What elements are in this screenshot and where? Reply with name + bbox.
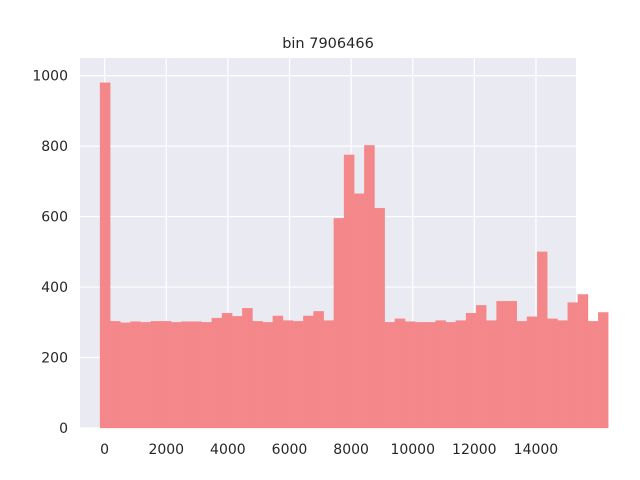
histogram-bar <box>272 315 284 429</box>
histogram-bar <box>99 82 111 429</box>
histogram-bar <box>445 322 457 429</box>
histogram-bar <box>486 320 497 429</box>
x-tick-label: 2000 <box>148 442 184 458</box>
y-tick-label: 800 <box>41 139 68 155</box>
histogram-bar <box>323 320 335 429</box>
histogram-bar <box>415 322 426 429</box>
histogram-bar <box>374 207 385 429</box>
histogram-bar <box>252 321 263 429</box>
histogram-bar <box>282 320 294 429</box>
histogram-bar <box>557 320 568 429</box>
y-tick-label: 400 <box>41 280 68 296</box>
chart-title: bin 7906466 <box>282 36 374 52</box>
histogram-bar <box>160 321 172 429</box>
histogram-bar <box>526 316 538 429</box>
y-tick-label: 600 <box>41 210 68 226</box>
histogram-bar <box>242 308 253 429</box>
histogram-bar <box>303 315 314 429</box>
histogram-bars <box>99 82 609 429</box>
histogram-bar <box>343 154 355 429</box>
histogram-bar <box>537 251 548 429</box>
histogram-bar <box>598 312 609 429</box>
histogram-bar <box>516 321 528 429</box>
x-tick-label: 6000 <box>272 442 308 458</box>
histogram-bar <box>120 322 131 429</box>
histogram-bar <box>587 321 599 429</box>
x-tick-label: 4000 <box>210 442 246 458</box>
x-tick-label: 10000 <box>390 442 435 458</box>
histogram-bar <box>496 300 507 429</box>
histogram-bar <box>425 322 436 429</box>
histogram-bar <box>221 312 233 429</box>
y-axis-ticks: 0 200 400 600 800 1000 <box>32 69 68 437</box>
y-tick-label: 200 <box>41 351 68 367</box>
histogram-bar <box>110 321 121 429</box>
histogram-bar <box>293 321 304 429</box>
histogram-bar <box>364 145 375 429</box>
histogram-bar <box>140 322 152 429</box>
histogram-bar <box>465 312 477 429</box>
histogram-bar <box>262 322 274 429</box>
histogram-bar <box>191 321 202 429</box>
histogram-bar <box>333 218 345 429</box>
y-tick-label: 0 <box>59 421 68 437</box>
histogram-bar <box>232 316 243 429</box>
histogram-bar <box>384 322 396 429</box>
histogram-bar <box>435 320 446 429</box>
histogram-bar <box>506 300 517 429</box>
x-tick-label: 0 <box>100 442 109 458</box>
x-tick-label: 12000 <box>452 442 497 458</box>
histogram-bar <box>455 320 467 429</box>
histogram-bar <box>476 305 487 429</box>
histogram-bar <box>150 321 162 429</box>
histogram-bar <box>181 321 192 429</box>
histogram-bar <box>354 193 365 429</box>
x-tick-label: 14000 <box>514 442 559 458</box>
histogram-bar <box>394 318 406 429</box>
histogram-bar <box>313 311 324 429</box>
histogram-bar <box>211 317 223 429</box>
histogram-bar <box>171 322 182 429</box>
x-axis-ticks: 0 2000 4000 6000 8000 10000 12000 14000 <box>100 442 558 458</box>
histogram-bar <box>567 302 578 429</box>
histogram-bar <box>201 322 213 429</box>
y-tick-label: 1000 <box>32 69 68 85</box>
histogram-bar <box>404 321 416 429</box>
x-tick-label: 8000 <box>333 442 369 458</box>
histogram-bar <box>577 294 589 429</box>
histogram-bar <box>130 321 141 429</box>
histogram-bar <box>547 318 558 429</box>
